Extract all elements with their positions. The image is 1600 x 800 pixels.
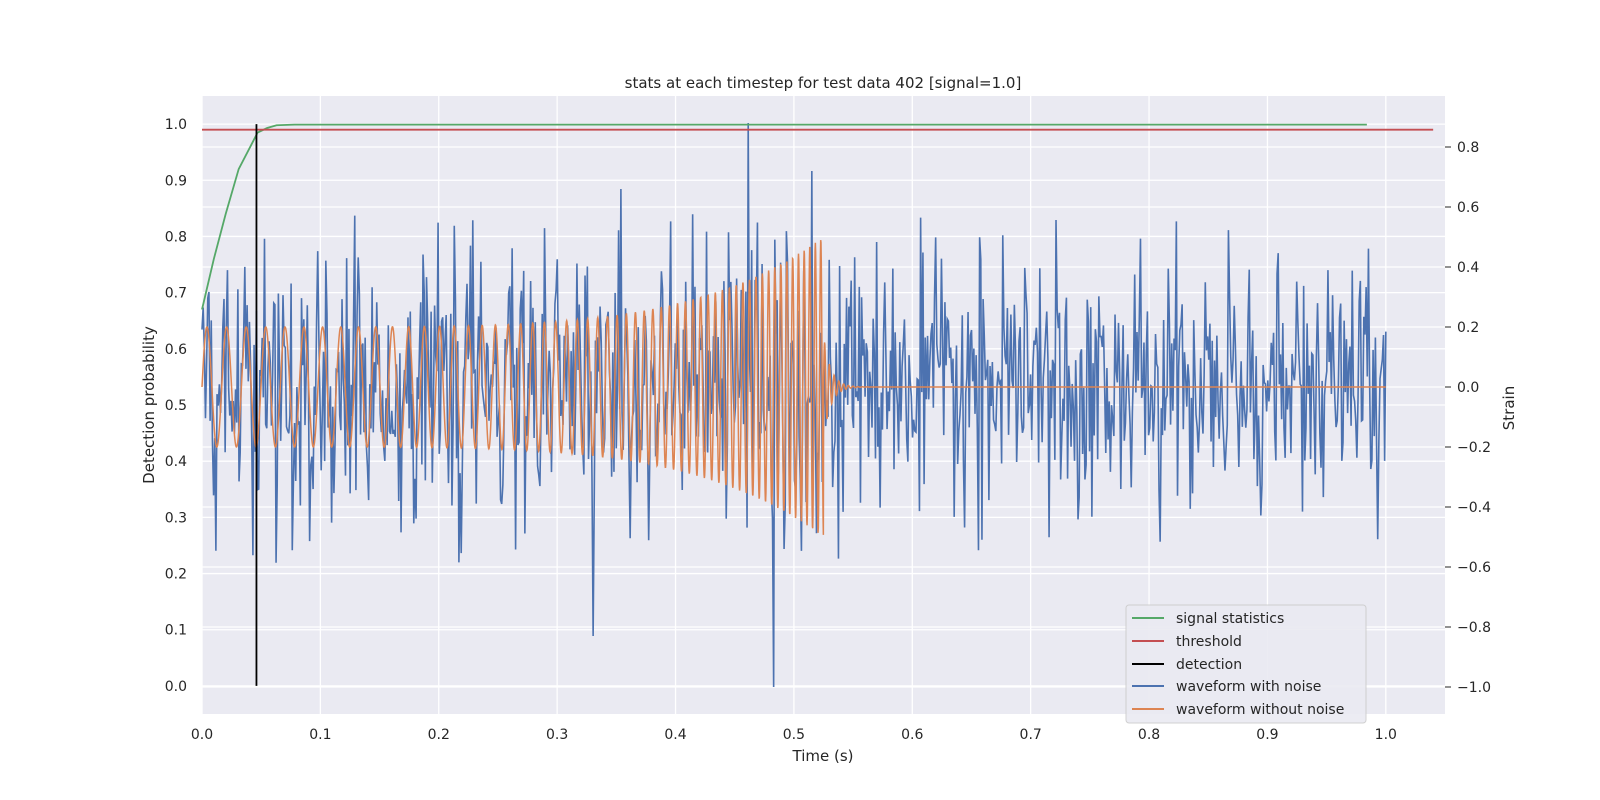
y-tick-label: 0.8: [165, 229, 187, 245]
y-tick-label: 0.5: [165, 398, 187, 414]
y2-tick-label: 0.6: [1457, 200, 1479, 216]
y2-tick-label: −0.2: [1457, 440, 1491, 456]
series-layer: [201, 122, 1434, 688]
series-signal-statistics: [201, 123, 1367, 310]
y-tick-label: 0.6: [165, 342, 187, 358]
legend-box: [1125, 604, 1367, 724]
y2-tick-label: 0.0: [1457, 380, 1479, 396]
y-tick-label: 0.0: [165, 679, 187, 695]
y-tick-label: 0.3: [165, 510, 187, 526]
x-tick-label: 0.7: [1020, 727, 1042, 743]
x-tick-label: 0.5: [783, 727, 805, 743]
y-tick-label: 0.9: [165, 173, 187, 189]
y-tick-label: 0.4: [165, 454, 187, 470]
y-tick-label: 0.2: [165, 567, 187, 583]
x-tick-label: 1.0: [1375, 727, 1397, 743]
legend-label-detection: detection: [1176, 657, 1242, 673]
legend-label-threshold: threshold: [1176, 634, 1242, 650]
x-tick-label: 0.6: [901, 727, 923, 743]
x-tick-label: 0.8: [1138, 727, 1160, 743]
y2-tick-label: 0.2: [1457, 320, 1479, 336]
y2-tick-label: −1.0: [1457, 680, 1491, 696]
legend: signal statistics threshold detection wa…: [1125, 604, 1367, 724]
x-tick-label: 0.9: [1256, 727, 1278, 743]
y2-tick-label: 0.8: [1457, 140, 1479, 156]
chart-title: stats at each timestep for test data 402…: [625, 74, 1022, 92]
x-tick-label: 0.1: [309, 727, 331, 743]
legend-label-waveform-with-noise: waveform with noise: [1176, 679, 1321, 695]
y-tick-label: 0.1: [165, 623, 187, 639]
x-tick-label: 0.2: [428, 727, 450, 743]
y2-tick-label: −0.6: [1457, 560, 1491, 576]
x-tick-label: 0.0: [191, 727, 213, 743]
y-axis-label: Detection probability: [140, 326, 158, 484]
right-axis: −1.0 −0.8 −0.6 −0.4 −0.2 0.0 0.2 0.4 0.6 0.8: [1445, 140, 1491, 696]
y2-tick-label: 0.4: [1457, 260, 1479, 276]
y-tick-label: 1.0: [165, 117, 187, 133]
x-tick-label: 0.4: [664, 727, 686, 743]
y2-tick-label: −0.4: [1457, 500, 1491, 516]
y2-axis-label: Strain: [1500, 386, 1518, 430]
legend-label-signal-statistics: signal statistics: [1176, 611, 1284, 627]
x-axis-label: Time (s): [792, 747, 854, 765]
x-tick-label: 0.3: [546, 727, 568, 743]
left-axis: 0.0 0.1 0.2 0.3 0.4 0.5 0.6 0.7 0.8 0.9 1.0: [165, 117, 187, 695]
series-waveform-without-noise: [201, 240, 1386, 535]
legend-label-waveform-without-noise: waveform without noise: [1176, 702, 1344, 718]
y-tick-label: 0.7: [165, 286, 187, 302]
y2-tick-label: −0.8: [1457, 620, 1491, 636]
x-axis: 0.0 0.1 0.2 0.3 0.4 0.5 0.6 0.7 0.8 0.9 1.0: [191, 727, 1397, 743]
